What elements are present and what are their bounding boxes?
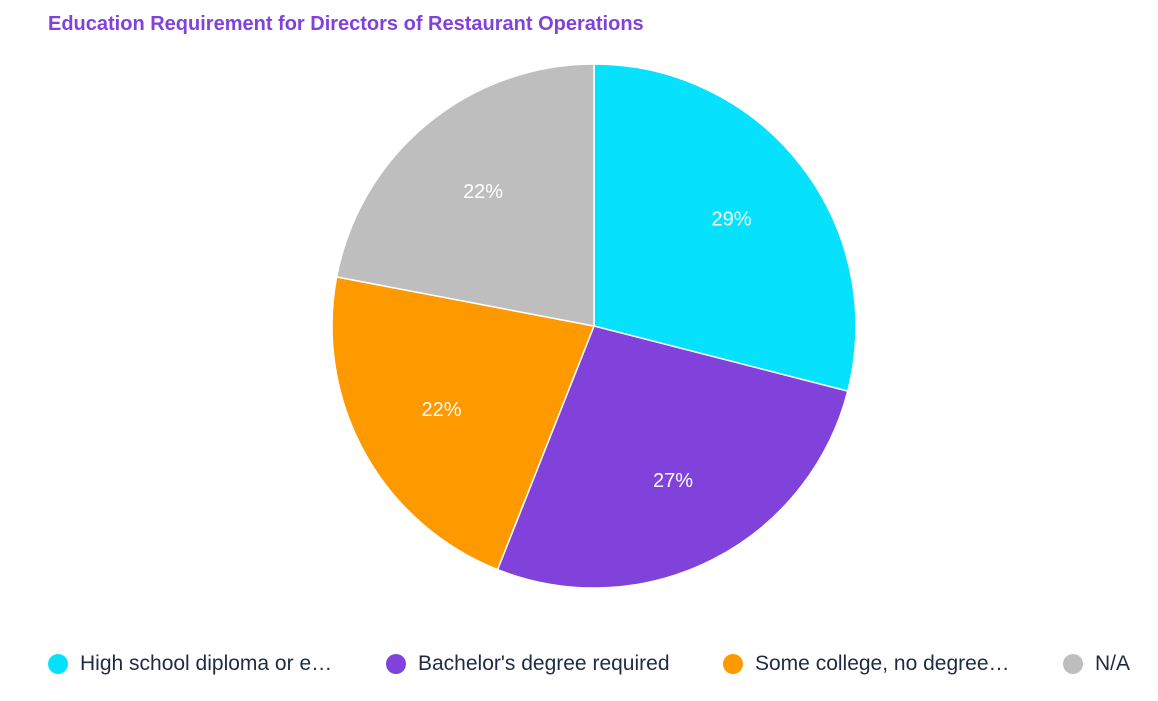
pie-slice-0[interactable] bbox=[593, 63, 857, 393]
legend-label: High school diploma or e… bbox=[80, 652, 333, 675]
pie-slice-1[interactable] bbox=[496, 325, 849, 589]
legend-swatch-icon bbox=[386, 654, 406, 674]
legend-label: Bachelor's degree required bbox=[418, 652, 670, 675]
legend: High school diploma or e… Bachelor's degr… bbox=[0, 650, 1158, 678]
legend-label: Some college, no degree… bbox=[755, 652, 1010, 675]
legend-item-1[interactable]: Bachelor's degree required bbox=[386, 650, 670, 678]
slice-data-label-2: 22% bbox=[422, 399, 462, 421]
slice-data-label-1: 27% bbox=[653, 470, 693, 492]
legend-item-0[interactable]: High school diploma or e… bbox=[48, 650, 332, 678]
pie-slice-2[interactable] bbox=[331, 276, 596, 571]
legend-swatch-icon bbox=[48, 654, 68, 674]
legend-item-3[interactable]: N/A bbox=[1063, 650, 1130, 678]
pie-chart: 29% 27% 22% 22% bbox=[331, 63, 857, 589]
slice-data-label-3: 22% bbox=[463, 181, 503, 203]
legend-item-2[interactable]: Some college, no degree… bbox=[723, 650, 1010, 678]
legend-swatch-icon bbox=[1063, 654, 1083, 674]
chart-title: Education Requirement for Directors of R… bbox=[48, 13, 644, 35]
pie-slice-3[interactable] bbox=[335, 63, 595, 327]
legend-swatch-icon bbox=[723, 654, 743, 674]
legend-label: N/A bbox=[1095, 652, 1131, 675]
slice-data-label-0: 29% bbox=[711, 208, 751, 230]
